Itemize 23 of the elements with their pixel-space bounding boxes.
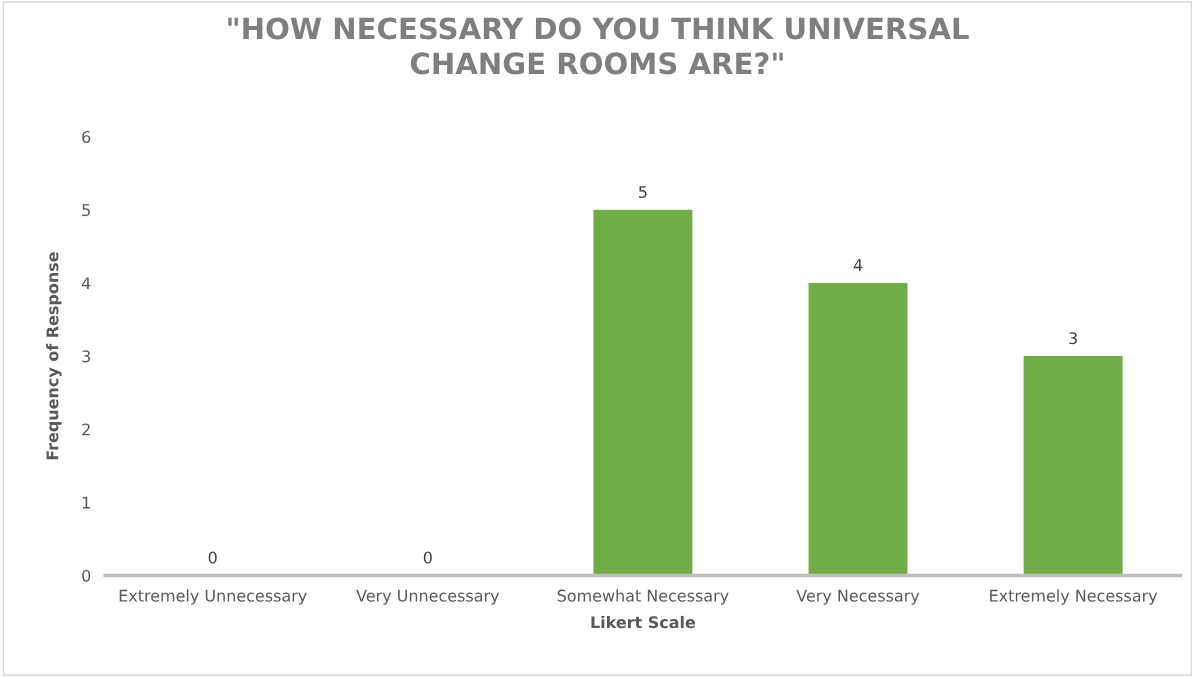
- y-tick-label: 3: [82, 350, 90, 363]
- data-label: 0: [423, 551, 432, 564]
- data-label: 3: [1069, 332, 1077, 345]
- x-tick-label: Somewhat Necessary: [557, 589, 729, 605]
- y-tick-label: 1: [82, 496, 90, 509]
- y-tick-label: 6: [82, 130, 91, 144]
- x-tick-label: Very Necessary: [796, 589, 920, 605]
- bar: [593, 209, 693, 576]
- bar: [808, 282, 908, 576]
- bar: [1023, 356, 1123, 576]
- chart-title: "HOW NECESSARY DO YOU THINK UNIVERSAL CHANGE ROOMS ARE?": [228, 17, 969, 75]
- data-label: 4: [853, 259, 863, 271]
- y-tick-label: 0: [82, 569, 91, 582]
- y-tick-label: 4: [81, 277, 91, 290]
- data-label: 0: [208, 551, 217, 564]
- y-tick-label: 5: [82, 204, 90, 217]
- x-tick-label: Extremely Unnecessary: [119, 589, 307, 605]
- x-tick-label: Extremely Necessary: [990, 589, 1158, 605]
- data-label: 5: [639, 186, 647, 198]
- y-tick-label: 2: [82, 423, 90, 436]
- x-tick-label: Very Unnecessary: [356, 589, 500, 605]
- x-axis-title: Likert Scale: [591, 615, 696, 629]
- y-axis-title: Frequency of Response: [46, 252, 62, 460]
